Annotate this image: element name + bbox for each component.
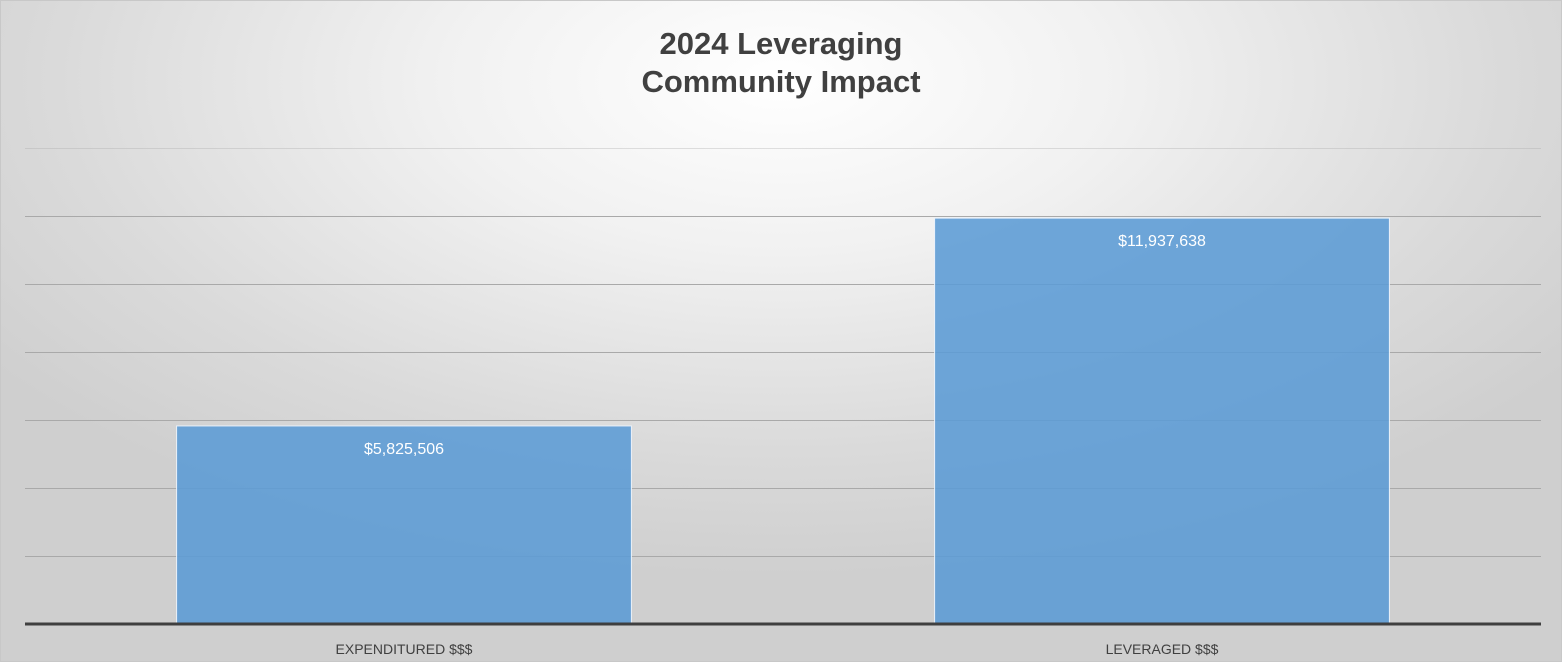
data-label-2: $11,937,638 [1118,233,1206,250]
data-label-1: $5,825,506 [364,441,444,458]
labels: $5,825,506 EXPENDITURED $$$ $11,937,638 LEV… [336,233,1219,657]
category-label-2: LEVERAGED $$$ [1106,641,1219,657]
bar-1 [176,425,632,625]
category-label-1: EXPENDITURED $$$ [336,641,473,657]
bars [176,217,1390,625]
chart-title: 2024 Leveraging Community Impact [641,26,921,99]
bar-2 [934,217,1390,625]
